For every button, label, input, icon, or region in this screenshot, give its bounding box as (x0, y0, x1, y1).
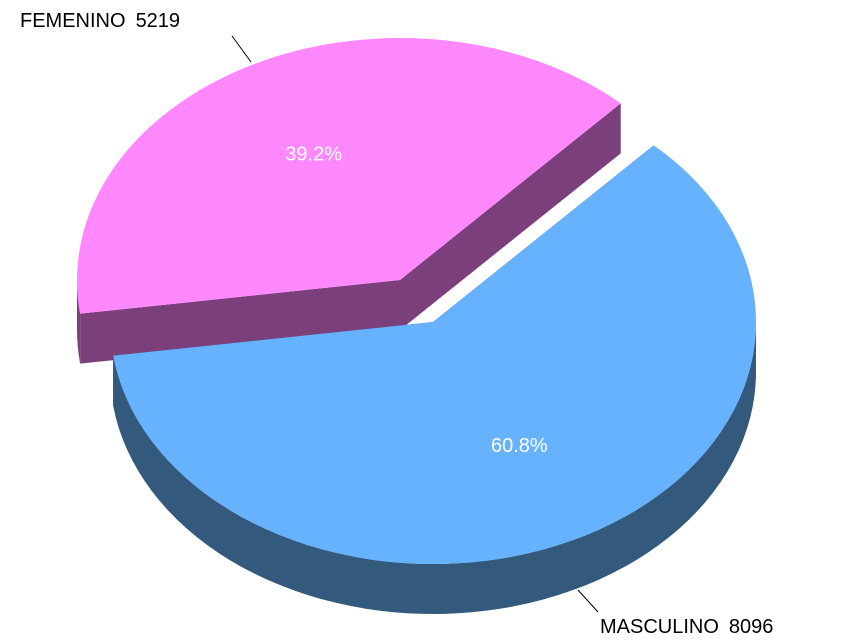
slice-value: 8096 (729, 616, 774, 638)
slice (77, 38, 621, 314)
slice-side (113, 322, 756, 614)
leader-line (577, 589, 599, 613)
slice-label: FEMENINO 5219 (20, 10, 180, 32)
leader-line (231, 35, 252, 63)
category-name: FEMENINO (20, 10, 126, 32)
slice-side (400, 103, 621, 330)
slice-side (77, 280, 81, 364)
slice-value: 5219 (136, 10, 181, 32)
slice-side (80, 280, 400, 364)
percent-label: 60.8% (491, 435, 548, 457)
slice (113, 145, 756, 565)
category-name: MASCULINO (600, 616, 719, 638)
percent-label: 39.2% (285, 144, 342, 166)
slice-label: MASCULINO 8096 (600, 616, 773, 638)
